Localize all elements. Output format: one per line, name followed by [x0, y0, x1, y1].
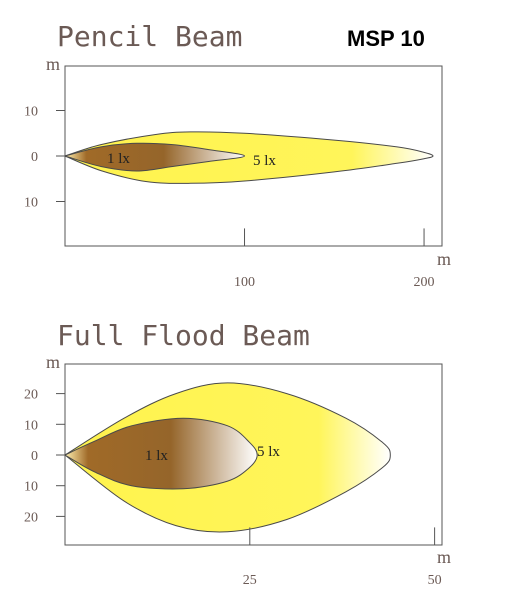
x-tick-label: 25	[243, 573, 257, 588]
y-tick-label: 10	[24, 418, 38, 433]
y-axis-label: m	[46, 54, 60, 74]
x-tick-label: 200	[414, 275, 435, 290]
series-label: 1 lx	[107, 151, 130, 167]
series-label: 5 lx	[257, 444, 280, 460]
y-tick-label: 10	[24, 105, 38, 120]
y-tick-label: 0	[31, 449, 38, 464]
brand-label: MSP 10	[347, 26, 425, 51]
x-axis-label: m	[437, 547, 451, 567]
series-label: 1 lx	[145, 448, 168, 464]
series-label: 5 lx	[253, 153, 276, 169]
x-tick-label: 100	[234, 275, 255, 290]
full-flood-beam-chart: Full Flood Beam 1 lx 5 lx 25 50 20 10 0 10 20 m m	[24, 319, 451, 588]
isolux-area-5-lx	[63, 142, 246, 172]
y-axis-label: m	[46, 352, 60, 372]
x-tick-label: 50	[428, 573, 442, 588]
y-tick-label: 0	[31, 150, 38, 165]
y-tick-label: 10	[24, 196, 38, 211]
chart-title: Full Flood Beam	[57, 319, 310, 352]
y-tick-label: 20	[24, 388, 38, 403]
isolux-area-5-lx	[63, 417, 258, 490]
chart-title: Pencil Beam	[57, 20, 242, 53]
x-axis-label: m	[437, 249, 451, 269]
y-tick-label: 20	[24, 510, 38, 525]
y-tick-label: 10	[24, 480, 38, 495]
